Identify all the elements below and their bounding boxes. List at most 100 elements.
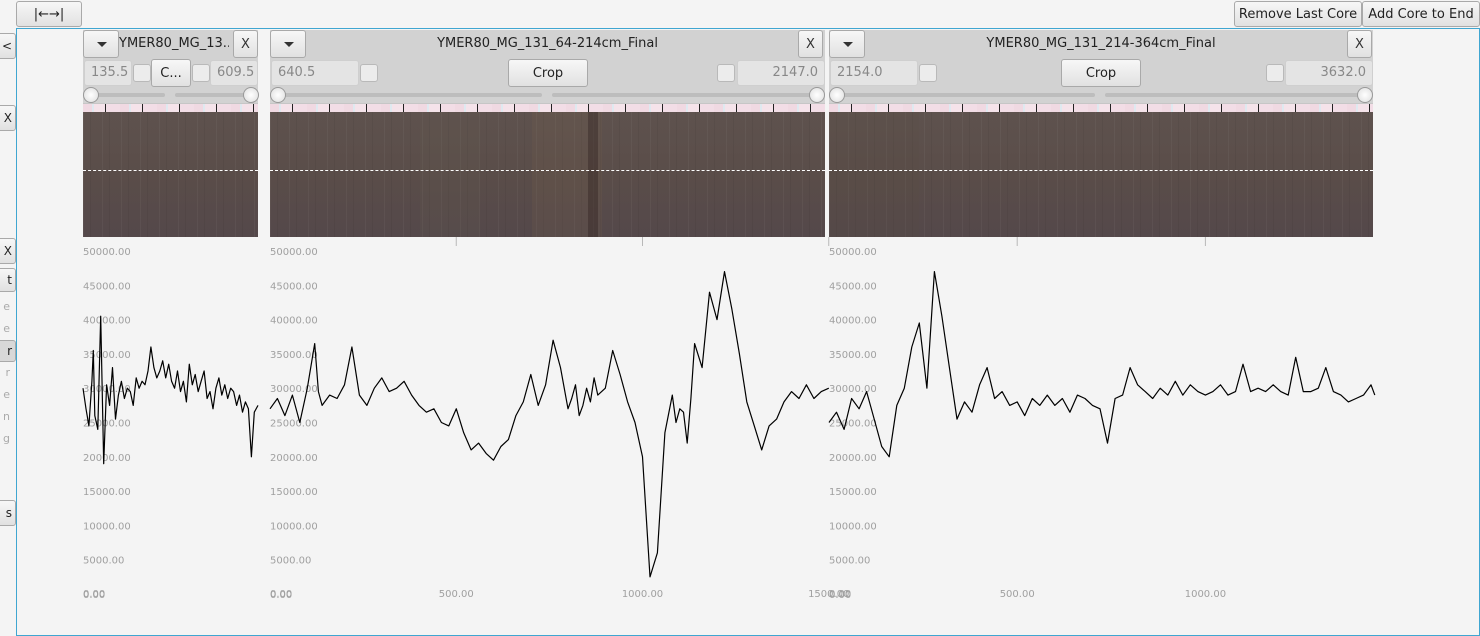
- core-2-close-button[interactable]: X: [798, 30, 823, 58]
- core-3-y-tick-label: 10000.00: [829, 521, 877, 532]
- core-3-close-button[interactable]: X: [1347, 30, 1372, 58]
- core-2-y-tick-label: 5000.00: [270, 556, 311, 567]
- core-3-y-tick-label: 0.00: [829, 590, 851, 601]
- core-1-close-button[interactable]: X: [233, 30, 258, 58]
- side-collapse-button[interactable]: <: [0, 33, 16, 59]
- core-1-header: YMER80_MG_13.. X 135.5 C... 609.5: [83, 30, 259, 104]
- core-1-crop-button[interactable]: C...: [151, 59, 191, 87]
- core-2-slider-track-right: [552, 93, 818, 97]
- core-2-start-checkbox[interactable]: [360, 64, 378, 82]
- core-2-series-line: [269, 271, 830, 578]
- core-3-x-tick-label: 1000.00: [1185, 589, 1226, 600]
- core-3-y-tick-label: 40000.00: [829, 316, 877, 327]
- core-3-image: [829, 104, 1373, 237]
- core-1-y-tick-label: 45000.00: [83, 281, 131, 292]
- core-1-y-tick-label: 35000.00: [83, 350, 131, 361]
- core-1-y-tick-label: 0.00: [83, 590, 105, 601]
- core-2-crop-button[interactable]: Crop: [508, 59, 588, 87]
- core-2-end-checkbox[interactable]: [717, 64, 735, 82]
- core-2-slider-start-thumb[interactable]: [270, 87, 286, 103]
- core-1-slider-track-left: [89, 93, 165, 97]
- core-2-x-tick-label: 0.00: [270, 589, 292, 600]
- core-3-dropdown-button[interactable]: [829, 30, 865, 58]
- side-close-button-1[interactable]: X: [0, 105, 16, 131]
- core-1-series-line: [82, 315, 259, 465]
- core-3-title: YMER80_MG_131_214-364cm_Final: [986, 36, 1216, 51]
- core-3-y-tick-label: 45000.00: [829, 281, 877, 292]
- core-3-y-tick-label: 30000.00: [829, 384, 877, 395]
- core-1-start-field[interactable]: 135.5: [84, 60, 132, 86]
- core-1-y-tick-label: 5000.00: [83, 556, 124, 567]
- core-2-end-field[interactable]: 2147.0: [737, 60, 825, 86]
- core-3-chart: 0.00 5000.00 10000.00 15000.00 20000.00 25000…: [828, 237, 1376, 601]
- core-3-y-tick-label: 35000.00: [829, 350, 877, 361]
- core-1-x-tick-label: 0.00: [83, 589, 105, 600]
- core-1-slider-end-thumb[interactable]: [243, 87, 259, 103]
- core-3-end-checkbox[interactable]: [1266, 64, 1284, 82]
- side-label-3: r: [5, 366, 10, 379]
- core-2-y-tick-label: 30000.00: [270, 384, 318, 395]
- core-3-y-tick-label: 5000.00: [829, 556, 870, 567]
- side-label-2: e: [3, 322, 10, 335]
- side-label-6: g: [3, 432, 10, 445]
- core-3-slider-start-thumb[interactable]: [829, 87, 845, 103]
- core-2-y-tick-label: 50000.00: [270, 247, 318, 258]
- core-1-slider-track-right: [175, 93, 251, 97]
- core-1-title: YMER80_MG_13..: [119, 36, 229, 51]
- core-2-header: YMER80_MG_131_64-214cm_Final X 640.5 Cro…: [270, 30, 825, 104]
- core-1-start-checkbox[interactable]: [133, 64, 151, 82]
- core-2-title: YMER80_MG_131_64-214cm_Final: [437, 36, 658, 51]
- core-2-image: [270, 104, 825, 237]
- side-label-5: n: [3, 410, 10, 423]
- side-option-button-r[interactable]: r: [0, 340, 16, 362]
- core-3-slider-end-thumb[interactable]: [1357, 87, 1373, 103]
- core-3-y-tick-label: 20000.00: [829, 453, 877, 464]
- core-2-y-tick-label: 45000.00: [270, 281, 318, 292]
- core-3-slider-track-right: [1105, 93, 1365, 97]
- core-2-y-tick-label: 20000.00: [270, 453, 318, 464]
- core-1-end-field[interactable]: 609.5: [210, 60, 258, 86]
- core-2-slider-end-thumb[interactable]: [809, 87, 825, 103]
- core-1-slider-start-thumb[interactable]: [83, 87, 99, 103]
- core-3-crop-button[interactable]: Crop: [1061, 59, 1141, 87]
- remove-last-core-button[interactable]: Remove Last Core: [1234, 1, 1362, 27]
- core-3-x-tick-label: 500.00: [1000, 589, 1035, 600]
- core-2-chart: 0.00 5000.00 10000.00 15000.00 20000.00 25000…: [269, 237, 849, 601]
- core-1-image: [83, 104, 258, 237]
- core-2-x-tick-label: 1000.00: [622, 589, 663, 600]
- add-core-to-end-button[interactable]: Add Core to End: [1362, 1, 1480, 27]
- nav-toggle-button[interactable]: |←→|: [16, 1, 82, 27]
- core-2-y-tick-label: 35000.00: [270, 350, 318, 361]
- core-1-y-tick-label: 50000.00: [83, 247, 131, 258]
- side-option-button-t[interactable]: t: [0, 268, 16, 292]
- core-2-slider-track-left: [276, 93, 542, 97]
- core-2-dropdown-button[interactable]: [270, 30, 306, 58]
- core-2-start-field[interactable]: 640.5: [271, 60, 359, 86]
- core-3-start-checkbox[interactable]: [919, 64, 937, 82]
- core-2-x-tick-label: 500.00: [439, 589, 474, 600]
- side-label-1: e: [3, 300, 10, 313]
- side-label-4: e: [3, 388, 10, 401]
- core-2-y-tick-label: 15000.00: [270, 487, 318, 498]
- side-close-button-2[interactable]: X: [0, 238, 16, 264]
- core-1-y-tick-label: 15000.00: [83, 487, 131, 498]
- core-1-y-tick-label: 40000.00: [83, 316, 131, 327]
- core-1-end-checkbox[interactable]: [192, 64, 210, 82]
- core-3-y-tick-label: 50000.00: [829, 247, 877, 258]
- core-2-y-tick-label: 10000.00: [270, 521, 318, 532]
- core-1-y-tick-label: 20000.00: [83, 453, 131, 464]
- core-3-y-tick-label: 15000.00: [829, 487, 877, 498]
- core-3-x-tick-label: 0.00: [829, 589, 851, 600]
- core-2-y-tick-label: 25000.00: [270, 419, 318, 430]
- side-option-button-s[interactable]: s: [0, 500, 16, 526]
- core-3-slider-track-left: [835, 93, 1095, 97]
- core-2-y-tick-label: 0.00: [270, 590, 292, 601]
- core-1-dropdown-button[interactable]: [83, 30, 119, 58]
- core-3-start-field[interactable]: 2154.0: [830, 60, 918, 86]
- core-3-end-field[interactable]: 3632.0: [1285, 60, 1373, 86]
- core-3-series-line: [828, 271, 1376, 458]
- core-1-chart: 0.00 5000.00 10000.00 15000.00 20000.00 25000…: [82, 247, 259, 601]
- core-3-header: YMER80_MG_131_214-364cm_Final X 2154.0 C…: [829, 30, 1373, 104]
